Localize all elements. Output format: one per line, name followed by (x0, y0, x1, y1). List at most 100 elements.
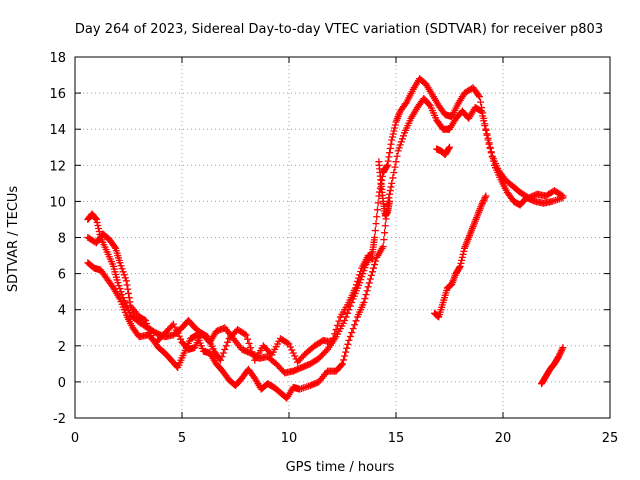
x-tick-label: 5 (178, 431, 186, 446)
data-point (242, 331, 250, 339)
data-point (371, 227, 379, 235)
x-tick-label: 0 (71, 431, 79, 446)
data-point (244, 335, 252, 343)
data-point (337, 361, 345, 369)
x-axis-ticks: 0 5 10 15 20 25 (71, 57, 618, 446)
data-point (346, 332, 354, 340)
data-point (289, 349, 297, 357)
data-point (374, 199, 382, 207)
data-point (370, 264, 378, 272)
data-point (245, 339, 253, 347)
data-point (389, 130, 397, 138)
data-point (481, 193, 489, 201)
data-point (455, 264, 463, 272)
data-point (385, 153, 393, 161)
data-point (174, 329, 182, 337)
data-point (559, 194, 567, 202)
data-point (92, 215, 100, 223)
data-point (218, 353, 226, 361)
data-point (478, 107, 486, 115)
data-point (352, 317, 360, 325)
data-point (362, 291, 370, 299)
data-point (486, 144, 494, 152)
data-point (172, 326, 180, 334)
data-point (373, 213, 381, 221)
data-point (381, 229, 389, 237)
data-point (339, 360, 346, 368)
data-point (224, 338, 232, 346)
data-point (95, 227, 103, 235)
data-point (387, 183, 395, 191)
data-point (341, 352, 349, 360)
data-point (460, 247, 468, 255)
x-tick-label: 15 (388, 431, 405, 446)
y-tick-label: 6 (58, 268, 66, 283)
data-point (217, 356, 225, 364)
data-point (456, 262, 464, 270)
y-tick-label: 0 (58, 376, 66, 391)
data-point (391, 163, 399, 171)
data-point (391, 124, 399, 132)
data-point (125, 294, 133, 302)
y-axis-ticks: -2 0 2 4 6 8 10 12 14 16 18 (49, 51, 610, 427)
data-point (459, 250, 467, 258)
series-trace-f (375, 158, 394, 220)
data-point (246, 344, 254, 352)
y-tick-label: 18 (49, 51, 66, 66)
data-point (483, 131, 491, 139)
data-point (402, 100, 410, 108)
data-point (353, 277, 361, 285)
data-point (343, 344, 351, 352)
data-point (355, 274, 363, 282)
data-point (117, 262, 125, 270)
data-point (559, 344, 567, 352)
data-point (121, 274, 129, 282)
data-point (177, 335, 185, 343)
data-point (458, 253, 466, 261)
data-point (125, 289, 132, 297)
data-point (286, 343, 294, 351)
data-point (482, 192, 490, 200)
data-point (365, 279, 373, 287)
data-point (372, 220, 380, 228)
data-point (558, 345, 566, 353)
data-point (388, 136, 396, 144)
data-point (122, 277, 130, 285)
data-point (389, 174, 397, 182)
y-tick-label: 4 (58, 304, 66, 319)
data-point (395, 144, 403, 152)
data-point (556, 350, 564, 358)
data-point (364, 283, 372, 291)
data-point (363, 287, 371, 295)
data-point (480, 196, 488, 204)
data-point (373, 206, 381, 214)
data-point (142, 317, 150, 325)
data-point (351, 321, 359, 329)
data-point (357, 267, 365, 275)
data-point (479, 198, 487, 206)
series-trace-b (84, 95, 567, 402)
data-point (93, 218, 101, 226)
y-tick-label: 14 (49, 123, 66, 138)
data-point (387, 140, 395, 148)
data-point (351, 284, 359, 292)
y-tick-label: 8 (58, 232, 66, 247)
data-point (488, 153, 496, 161)
data-point (371, 261, 379, 269)
data-point (478, 201, 486, 209)
data-point (241, 330, 249, 338)
data-point (367, 271, 375, 279)
data-point (386, 149, 394, 157)
x-tick-label: 10 (281, 431, 298, 446)
data-point (126, 298, 134, 306)
data-point (480, 195, 488, 203)
data-point (331, 330, 339, 338)
data-point (345, 336, 353, 344)
data-point (484, 136, 492, 144)
data-point (555, 353, 563, 361)
data-point (111, 243, 119, 251)
data-point (340, 356, 348, 364)
data-point (399, 132, 407, 140)
y-axis-label: SDTVAR / TECUs (6, 186, 21, 293)
data-point (144, 323, 152, 331)
